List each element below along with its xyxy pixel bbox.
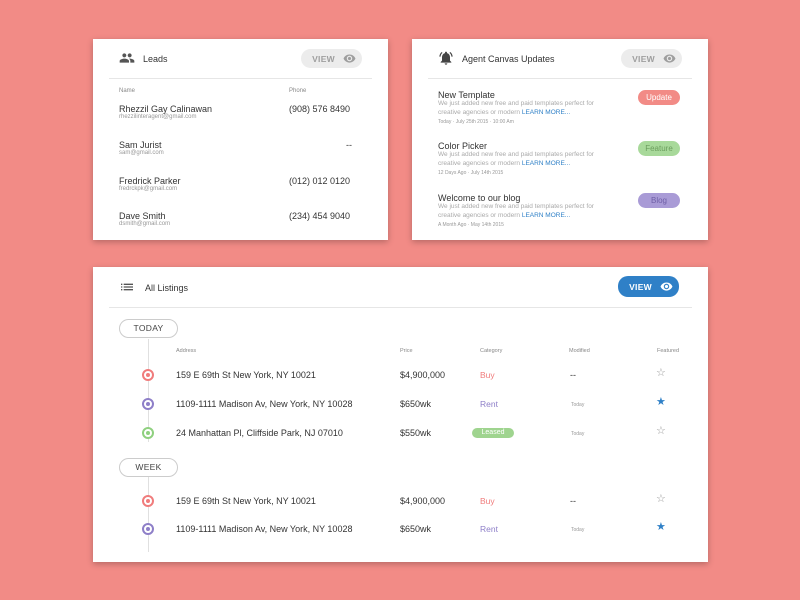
listing-modified: Today [571, 402, 585, 408]
updates-header: Agent Canvas Updates VIEW [428, 39, 692, 79]
featured-star-icon[interactable]: ★ [656, 521, 666, 533]
col-category: Category [480, 348, 503, 354]
listings-view-label: VIEW [629, 281, 652, 292]
update-date: 12 Days Ago · July 14th 2015 [438, 170, 504, 176]
listing-category: Rent [480, 399, 498, 409]
lead-email: dsmith@gmail.com [119, 221, 171, 227]
listing-address: 1109-1111 Madison Av, New York, NY 10028 [176, 524, 353, 534]
group-label-week: WEEK [119, 458, 178, 477]
listing-modified: -- [570, 370, 576, 380]
update-desc-text: We just added new free and paid template… [438, 100, 594, 116]
listing-category: Buy [480, 370, 495, 380]
listing-modified: Today [571, 527, 585, 533]
update-title: Color Picker [438, 141, 488, 151]
lead-name: Dave Smith [119, 211, 166, 221]
update-title: New Template [438, 90, 495, 100]
col-modified: Modified [569, 348, 590, 354]
learn-more-link[interactable]: LEARN MORE... [521, 211, 571, 219]
listing-price: $4,900,000 [400, 496, 446, 506]
col-address: Address [176, 348, 197, 354]
lead-name: Rhezzil Gay Calinawan [119, 104, 213, 114]
listing-category: Buy [480, 496, 495, 506]
lead-email: sam@gmail.com [119, 150, 164, 156]
listing-address: 159 E 69th St New York, NY 10021 [176, 496, 316, 506]
status-dot [142, 398, 154, 410]
listing-modified: Today [571, 431, 585, 437]
update-desc: We just added new free and paid template… [438, 151, 608, 168]
listing-modified: -- [570, 496, 576, 506]
timeline-today [148, 339, 149, 442]
listing-price: $650wk [400, 399, 432, 409]
listings-title: All Listings [145, 283, 189, 293]
update-desc: We just added new free and paid template… [438, 203, 608, 220]
update-title: Welcome to our blog [438, 193, 521, 203]
featured-star-icon[interactable]: ☆ [656, 367, 666, 379]
listing-address: 159 E 69th St New York, NY 10021 [176, 370, 316, 380]
update-desc: We just added new free and paid template… [438, 100, 608, 117]
people-icon [119, 53, 135, 63]
listing-category-badge: Leased [472, 428, 514, 438]
group-label-today: TODAY [119, 319, 178, 338]
leads-title: Leads [143, 54, 168, 64]
update-desc-text: We just added new free and paid template… [438, 151, 594, 167]
eye-icon [663, 54, 676, 63]
lead-email: rhezzilinteragent@gmail.com [119, 114, 197, 120]
status-dot [142, 495, 154, 507]
leads-view-label: VIEW [312, 53, 335, 64]
status-dot [142, 427, 154, 439]
status-dot [142, 523, 154, 535]
listing-price: $650wk [400, 524, 432, 534]
status-dot [142, 369, 154, 381]
update-desc-text: We just added new free and paid template… [438, 203, 594, 219]
lead-name: Sam Jurist [119, 140, 162, 150]
lead-phone: (908) 576 8490 [289, 104, 351, 114]
update-date: Today · July 25th 2015 · 10:00 Am [438, 119, 514, 125]
updates-title: Agent Canvas Updates [462, 54, 555, 64]
updates-card: Agent Canvas Updates VIEW New Template W… [412, 39, 708, 240]
lead-email: fredrckpk@gmail.com [119, 186, 178, 192]
leads-header: Leads VIEW [109, 39, 372, 79]
learn-more-link[interactable]: LEARN MORE... [521, 108, 571, 116]
listing-address: 1109-1111 Madison Av, New York, NY 10028 [176, 399, 353, 409]
updates-view-label: VIEW [632, 53, 655, 64]
eye-icon [660, 282, 673, 291]
listings-card: All Listings VIEW TODAY Address Price Ca… [93, 267, 708, 562]
leads-card: Leads VIEW Name Phone Rhezzil Gay Calina… [93, 39, 388, 240]
listings-view-button[interactable]: VIEW [618, 276, 679, 297]
lead-name: Fredrick Parker [119, 176, 181, 186]
col-featured: Featured [657, 348, 680, 354]
update-date: A Month Ago · May 14th 2015 [438, 222, 504, 228]
listings-header: All Listings VIEW [109, 267, 692, 308]
listing-category: Rent [480, 524, 498, 534]
featured-star-icon[interactable]: ☆ [656, 425, 666, 437]
listing-price: $550wk [400, 428, 432, 438]
col-price: Price [400, 348, 413, 354]
featured-star-icon[interactable]: ☆ [656, 493, 666, 505]
featured-star-icon[interactable]: ★ [656, 396, 666, 408]
update-tag[interactable]: Blog [638, 193, 680, 208]
timeline-week [148, 477, 149, 552]
bell-icon [439, 51, 453, 65]
updates-view-button[interactable]: VIEW [621, 49, 682, 68]
eye-icon [343, 54, 356, 63]
list-icon [121, 283, 133, 291]
leads-view-button[interactable]: VIEW [301, 49, 362, 68]
learn-more-link[interactable]: LEARN MORE... [521, 159, 571, 167]
listing-address: 24 Manhattan Pl, Cliffside Park, NJ 0701… [176, 428, 343, 438]
leads-col-phone: Phone [289, 88, 307, 94]
lead-phone: -- [346, 140, 352, 150]
lead-phone: (234) 454 9040 [289, 211, 351, 221]
listing-price: $4,900,000 [400, 370, 446, 380]
update-tag[interactable]: Feature [638, 141, 680, 156]
leads-col-name: Name [119, 88, 136, 94]
update-tag[interactable]: Update [638, 90, 680, 105]
lead-phone: (012) 012 0120 [289, 176, 351, 186]
